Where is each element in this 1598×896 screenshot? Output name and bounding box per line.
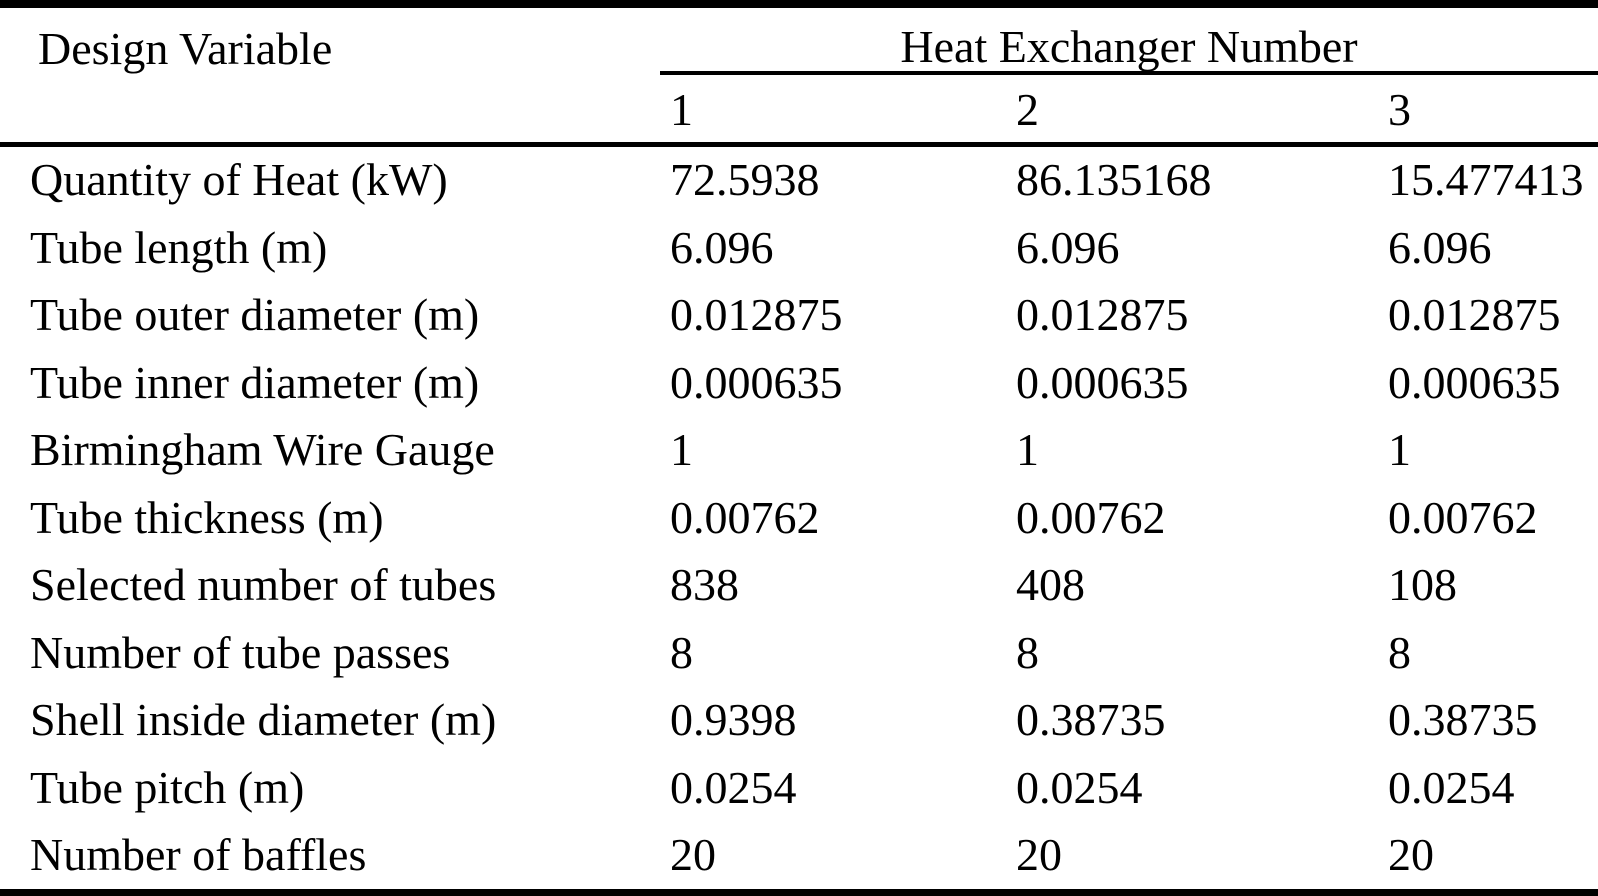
cell-value: 20 (1016, 829, 1062, 881)
header-row-columns: 1 2 3 (0, 73, 1598, 147)
cell-value: 0.9398 (670, 694, 797, 746)
cell-value: 15.477413 (1388, 154, 1584, 206)
column-header-1: 1 (660, 73, 1006, 147)
cell-value: 0.00762 (670, 491, 820, 543)
table-row: Tube outer diameter (m) 0.012875 0.01287… (0, 281, 1598, 348)
table-row: Shell inside diameter (m) 0.9398 0.38735… (0, 686, 1598, 753)
header-heat-exchanger-number: Heat Exchanger Number (660, 4, 1598, 75)
header-row-group: Design Variable Heat Exchanger Number (0, 4, 1598, 147)
cell-value: 6.096 (670, 221, 774, 273)
table-row: Quantity of Heat (kW) 72.5938 86.135168 … (0, 144, 1598, 214)
cell-value: 0.00762 (1388, 491, 1538, 543)
row-label: Tube outer diameter (m) (30, 289, 480, 341)
table-row: Tube thickness (m) 0.00762 0.00762 0.007… (0, 484, 1598, 551)
column-header-3: 3 (1378, 73, 1598, 147)
cell-value: 1 (670, 424, 693, 476)
table-row: Selected number of tubes 838 408 108 (0, 551, 1598, 618)
column-header-2: 2 (1006, 73, 1378, 147)
cell-value: 838 (670, 559, 739, 611)
cell-value: 0.0254 (1388, 761, 1515, 813)
cell-value: 408 (1016, 559, 1085, 611)
cell-value: 0.012875 (1388, 289, 1561, 341)
row-label: Birmingham Wire Gauge (30, 424, 495, 476)
row-label: Number of baffles (30, 829, 367, 881)
cell-value: 0.00762 (1016, 491, 1166, 543)
cell-value: 0.000635 (1016, 356, 1189, 408)
cell-value: 0.012875 (1016, 289, 1189, 341)
header-design-variable: Design Variable (0, 4, 660, 147)
table-row: Tube inner diameter (m) 0.000635 0.00063… (0, 349, 1598, 416)
row-label: Shell inside diameter (m) (30, 694, 497, 746)
cell-value: 8 (670, 626, 693, 678)
row-label: Quantity of Heat (kW) (30, 154, 448, 206)
row-label: Tube length (m) (30, 221, 328, 273)
cell-value: 0.000635 (1388, 356, 1561, 408)
row-label: Tube pitch (m) (30, 761, 305, 813)
cell-value: 8 (1016, 626, 1039, 678)
cell-value: 108 (1388, 559, 1457, 611)
cell-value: 20 (670, 829, 716, 881)
cell-value: 0.012875 (670, 289, 843, 341)
row-label: Tube thickness (m) (30, 491, 384, 543)
cell-value: 20 (1388, 829, 1434, 881)
cell-value: 8 (1388, 626, 1411, 678)
row-label: Number of tube passes (30, 626, 451, 678)
table-row: Number of baffles 20 20 20 (0, 821, 1598, 892)
row-label: Selected number of tubes (30, 559, 497, 611)
cell-value: 0.0254 (670, 761, 797, 813)
table-row: Birmingham Wire Gauge 1 1 1 (0, 416, 1598, 483)
cell-value: 6.096 (1016, 221, 1120, 273)
cell-value: 1 (1388, 424, 1411, 476)
cell-value: 72.5938 (670, 154, 820, 206)
cell-value: 0.38735 (1388, 694, 1538, 746)
table-row: Tube length (m) 6.096 6.096 6.096 (0, 214, 1598, 281)
cell-value: 0.0254 (1016, 761, 1143, 813)
cell-value: 6.096 (1388, 221, 1492, 273)
row-label: Tube inner diameter (m) (30, 356, 480, 408)
cell-value: 0.38735 (1016, 694, 1166, 746)
table-row: Number of tube passes 8 8 8 (0, 619, 1598, 686)
table-row: Tube pitch (m) 0.0254 0.0254 0.0254 (0, 754, 1598, 821)
cell-value: 0.000635 (670, 356, 843, 408)
cell-value: 1 (1016, 424, 1039, 476)
cell-value: 86.135168 (1016, 154, 1212, 206)
